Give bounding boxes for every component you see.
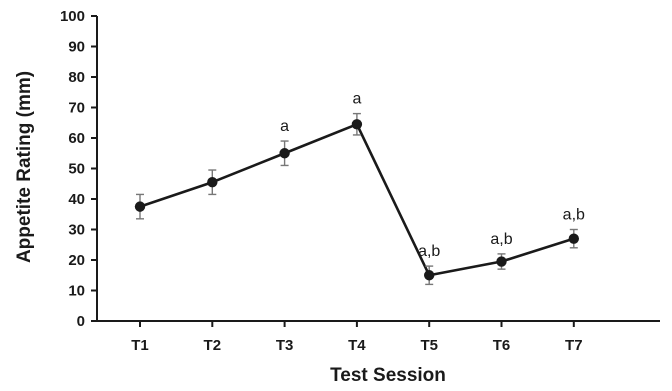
- y-tick-label: 80: [68, 69, 85, 86]
- series-line: [139, 122, 575, 277]
- x-tick-label: T3: [276, 337, 294, 354]
- x-tick-label: T1: [131, 337, 149, 354]
- data-point: [207, 177, 218, 188]
- x-tick-label: T7: [565, 337, 583, 354]
- data-point: [351, 119, 363, 130]
- x-tick-label: T5: [420, 337, 438, 354]
- y-tick-label: 70: [68, 100, 85, 117]
- y-tick-label: 10: [68, 283, 85, 300]
- plot-area: 0 10 20 30 40 50 60 70 80 90 100 T1 T2 T3 T4 T5 T6 T7 a a a,…: [60, 8, 660, 354]
- x-tick-label: T4: [348, 337, 366, 354]
- y-tick-label: 60: [68, 130, 85, 147]
- x-axis-title: Test Session: [330, 365, 446, 386]
- data-point: [279, 148, 290, 159]
- y-tick-label: 20: [68, 252, 85, 269]
- x-tick-label: T6: [493, 337, 511, 354]
- data-point: [568, 233, 579, 244]
- y-tick-label: 0: [77, 313, 85, 330]
- y-tick-label: 100: [60, 8, 85, 25]
- significance-label: a,b: [418, 243, 440, 260]
- significance-label: a: [352, 91, 361, 108]
- y-tick-label: 50: [68, 161, 85, 178]
- data-point: [134, 201, 146, 212]
- significance-label: a: [280, 118, 289, 135]
- y-axis-title: Appetite Rating (mm): [14, 71, 35, 263]
- significance-label: a,b: [490, 231, 512, 248]
- y-tick-label: 90: [68, 39, 85, 56]
- y-tick-label: 40: [68, 191, 85, 208]
- significance-label: a,b: [563, 207, 585, 224]
- data-point: [496, 256, 507, 267]
- y-tick-label: 30: [68, 222, 85, 239]
- x-tick-label: T2: [204, 337, 222, 354]
- data-point: [424, 270, 435, 281]
